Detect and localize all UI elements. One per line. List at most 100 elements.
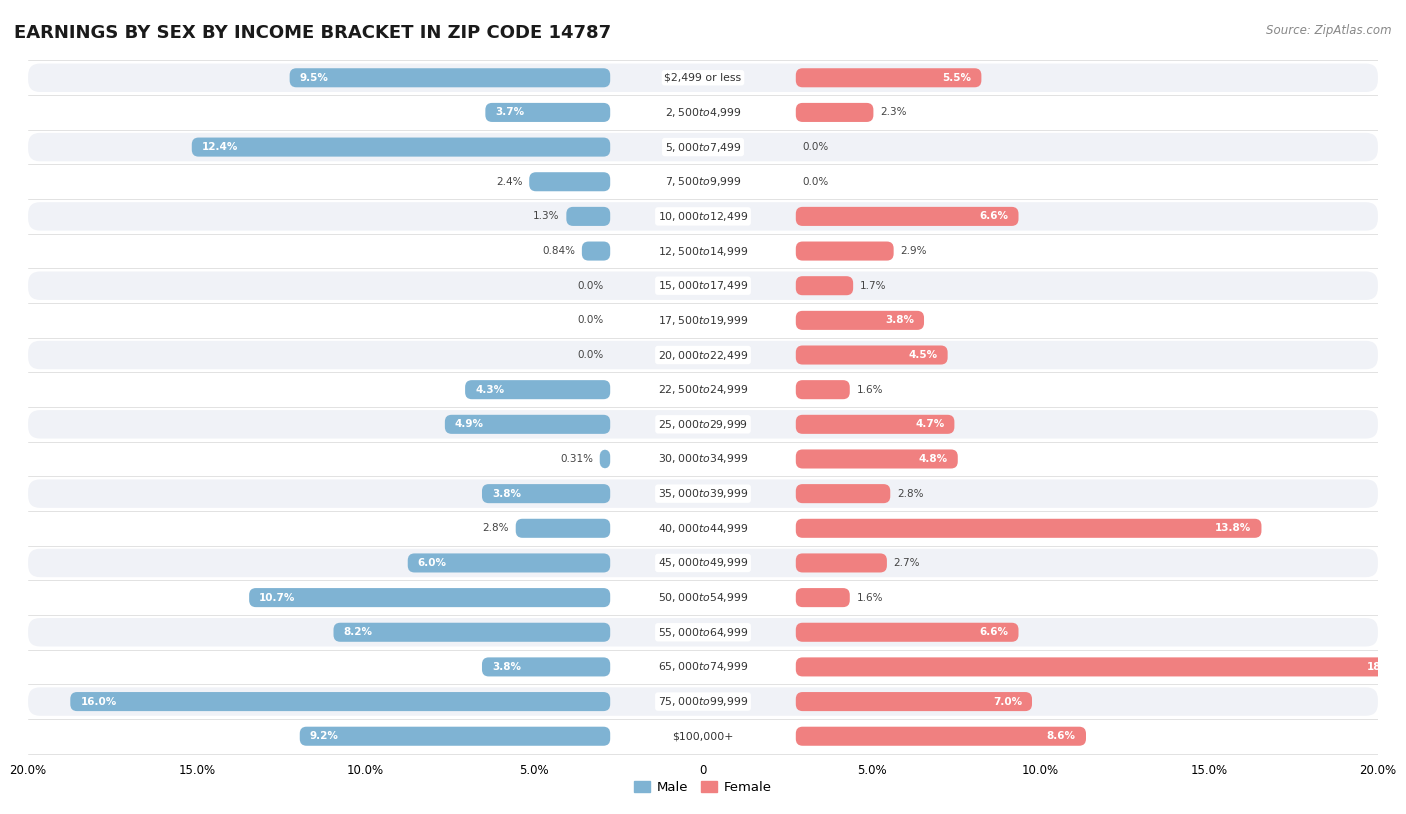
FancyBboxPatch shape xyxy=(796,345,948,365)
FancyBboxPatch shape xyxy=(796,658,1406,676)
Text: $35,000 to $39,999: $35,000 to $39,999 xyxy=(658,487,748,500)
Text: 10.7%: 10.7% xyxy=(259,593,295,602)
Text: $15,000 to $17,499: $15,000 to $17,499 xyxy=(658,279,748,292)
FancyBboxPatch shape xyxy=(249,588,610,607)
Text: 0.0%: 0.0% xyxy=(578,350,603,360)
FancyBboxPatch shape xyxy=(290,68,610,87)
Text: 3.8%: 3.8% xyxy=(492,488,522,499)
FancyBboxPatch shape xyxy=(28,202,1378,230)
Text: 1.6%: 1.6% xyxy=(856,385,883,395)
FancyBboxPatch shape xyxy=(28,653,1378,681)
FancyBboxPatch shape xyxy=(444,415,610,434)
Text: 4.5%: 4.5% xyxy=(908,350,938,360)
FancyBboxPatch shape xyxy=(28,341,1378,370)
Text: 0.0%: 0.0% xyxy=(578,281,603,291)
FancyBboxPatch shape xyxy=(796,68,981,87)
FancyBboxPatch shape xyxy=(28,237,1378,265)
FancyBboxPatch shape xyxy=(796,207,1018,226)
FancyBboxPatch shape xyxy=(482,658,610,676)
FancyBboxPatch shape xyxy=(796,242,894,260)
Text: 1.6%: 1.6% xyxy=(856,593,883,602)
FancyBboxPatch shape xyxy=(485,103,610,122)
FancyBboxPatch shape xyxy=(529,173,610,191)
FancyBboxPatch shape xyxy=(796,449,957,469)
Text: 5.5%: 5.5% xyxy=(942,72,972,83)
Text: 18.3%: 18.3% xyxy=(1367,662,1403,672)
Text: $20,000 to $22,499: $20,000 to $22,499 xyxy=(658,348,748,361)
Text: 2.4%: 2.4% xyxy=(496,177,523,186)
FancyBboxPatch shape xyxy=(796,588,849,607)
Text: $22,500 to $24,999: $22,500 to $24,999 xyxy=(658,383,748,396)
Text: 1.7%: 1.7% xyxy=(860,281,886,291)
Text: $65,000 to $74,999: $65,000 to $74,999 xyxy=(658,660,748,673)
FancyBboxPatch shape xyxy=(796,519,1261,538)
FancyBboxPatch shape xyxy=(28,63,1378,92)
FancyBboxPatch shape xyxy=(333,623,610,641)
FancyBboxPatch shape xyxy=(796,484,890,503)
FancyBboxPatch shape xyxy=(28,98,1378,127)
Text: 13.8%: 13.8% xyxy=(1215,523,1251,533)
Text: $25,000 to $29,999: $25,000 to $29,999 xyxy=(658,418,748,431)
FancyBboxPatch shape xyxy=(28,444,1378,473)
FancyBboxPatch shape xyxy=(408,554,610,572)
Text: $10,000 to $12,499: $10,000 to $12,499 xyxy=(658,210,748,223)
Text: $50,000 to $54,999: $50,000 to $54,999 xyxy=(658,591,748,604)
Text: 6.6%: 6.6% xyxy=(980,628,1008,637)
Text: 3.7%: 3.7% xyxy=(495,107,524,117)
Text: 8.2%: 8.2% xyxy=(343,628,373,637)
FancyBboxPatch shape xyxy=(191,138,610,156)
FancyBboxPatch shape xyxy=(796,623,1018,641)
Text: 4.7%: 4.7% xyxy=(915,419,945,429)
FancyBboxPatch shape xyxy=(70,692,610,711)
Text: $45,000 to $49,999: $45,000 to $49,999 xyxy=(658,557,748,570)
FancyBboxPatch shape xyxy=(28,514,1378,542)
Text: $30,000 to $34,999: $30,000 to $34,999 xyxy=(658,453,748,466)
Text: 16.0%: 16.0% xyxy=(80,697,117,707)
Text: 6.6%: 6.6% xyxy=(980,212,1008,221)
Text: 0.31%: 0.31% xyxy=(560,454,593,464)
Text: 2.3%: 2.3% xyxy=(880,107,907,117)
FancyBboxPatch shape xyxy=(28,618,1378,646)
Text: $12,500 to $14,999: $12,500 to $14,999 xyxy=(658,244,748,257)
Text: 7.0%: 7.0% xyxy=(993,697,1022,707)
Text: 1.3%: 1.3% xyxy=(533,212,560,221)
Text: EARNINGS BY SEX BY INCOME BRACKET IN ZIP CODE 14787: EARNINGS BY SEX BY INCOME BRACKET IN ZIP… xyxy=(14,24,612,42)
FancyBboxPatch shape xyxy=(796,727,1085,746)
Text: 0.84%: 0.84% xyxy=(543,246,575,256)
Text: $100,000+: $100,000+ xyxy=(672,731,734,742)
Text: $75,000 to $99,999: $75,000 to $99,999 xyxy=(658,695,748,708)
Text: $7,500 to $9,999: $7,500 to $9,999 xyxy=(665,175,741,188)
Text: 8.6%: 8.6% xyxy=(1047,731,1076,742)
Text: $2,500 to $4,999: $2,500 to $4,999 xyxy=(665,106,741,119)
Text: 0.0%: 0.0% xyxy=(803,142,828,152)
Text: 12.4%: 12.4% xyxy=(202,142,238,152)
FancyBboxPatch shape xyxy=(28,168,1378,196)
FancyBboxPatch shape xyxy=(28,375,1378,404)
Text: $17,500 to $19,999: $17,500 to $19,999 xyxy=(658,314,748,327)
FancyBboxPatch shape xyxy=(299,727,610,746)
FancyBboxPatch shape xyxy=(796,311,924,330)
Text: 4.9%: 4.9% xyxy=(456,419,484,429)
Text: 0.0%: 0.0% xyxy=(578,315,603,326)
Text: $40,000 to $44,999: $40,000 to $44,999 xyxy=(658,522,748,535)
FancyBboxPatch shape xyxy=(796,692,1032,711)
FancyBboxPatch shape xyxy=(28,133,1378,161)
Text: $55,000 to $64,999: $55,000 to $64,999 xyxy=(658,626,748,639)
Text: 0.0%: 0.0% xyxy=(803,177,828,186)
FancyBboxPatch shape xyxy=(465,380,610,399)
FancyBboxPatch shape xyxy=(600,449,610,469)
FancyBboxPatch shape xyxy=(796,103,873,122)
FancyBboxPatch shape xyxy=(28,410,1378,439)
FancyBboxPatch shape xyxy=(28,584,1378,612)
Text: 4.3%: 4.3% xyxy=(475,385,505,395)
Text: 2.8%: 2.8% xyxy=(482,523,509,533)
FancyBboxPatch shape xyxy=(28,272,1378,300)
Text: 3.8%: 3.8% xyxy=(492,662,522,672)
FancyBboxPatch shape xyxy=(796,380,849,399)
Text: $2,499 or less: $2,499 or less xyxy=(665,72,741,83)
FancyBboxPatch shape xyxy=(28,306,1378,335)
Text: 9.2%: 9.2% xyxy=(309,731,339,742)
Text: 4.8%: 4.8% xyxy=(918,454,948,464)
FancyBboxPatch shape xyxy=(796,554,887,572)
Text: 2.8%: 2.8% xyxy=(897,488,924,499)
